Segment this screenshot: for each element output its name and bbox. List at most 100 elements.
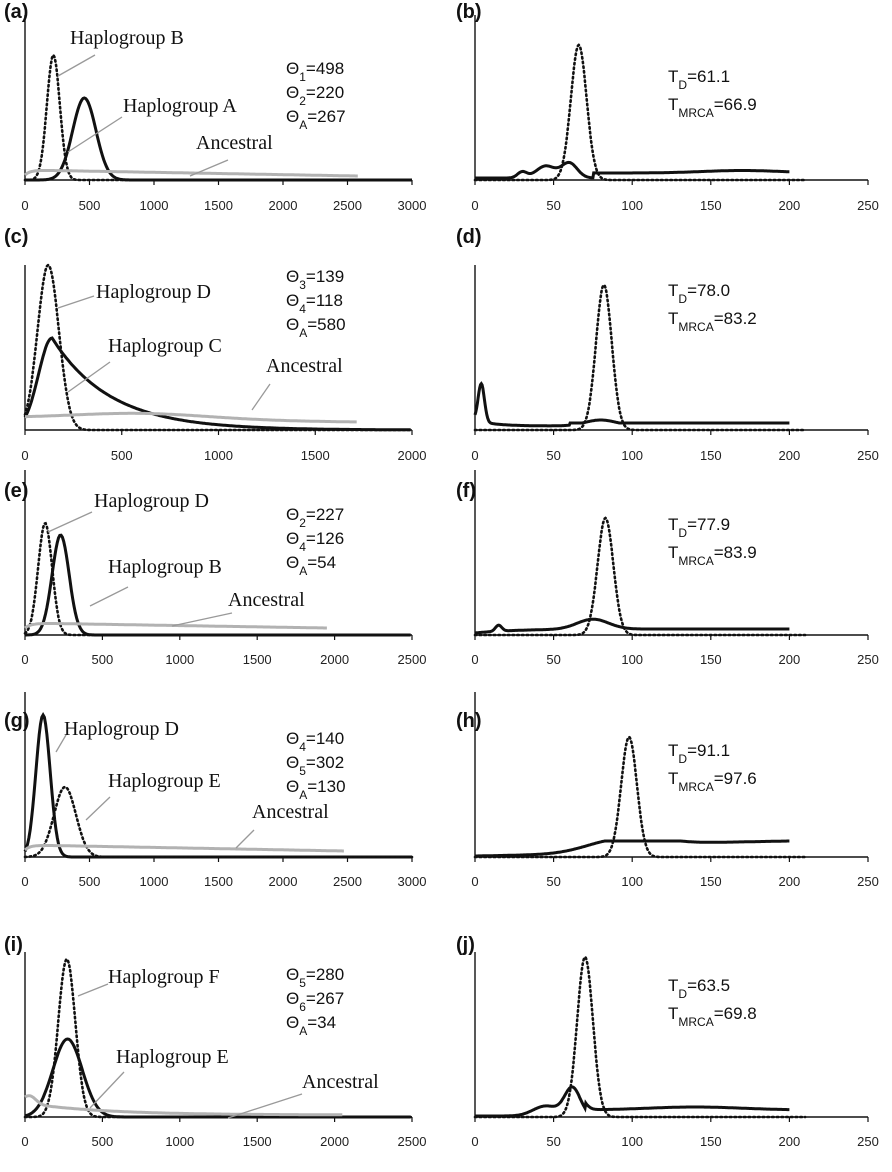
x-tick-label: 50 <box>546 652 560 667</box>
stat-label: Θ3=139 <box>286 267 344 292</box>
series-haplogroup-e <box>24 1037 411 1119</box>
x-tick-label: 50 <box>546 198 560 213</box>
stat-label: TMRCA=69.8 <box>668 1004 757 1029</box>
x-tick-label: 150 <box>700 1134 722 1149</box>
label-leader-line <box>85 796 111 821</box>
label-leader-line <box>189 159 229 177</box>
x-tick-label: 500 <box>111 448 133 463</box>
series-label: Ancestral <box>196 132 273 154</box>
series-haplogroup-b <box>23 52 414 182</box>
x-tick-label: 1500 <box>204 874 233 889</box>
stat-label: TMRCA=97.6 <box>668 769 757 794</box>
series-haplogroup-a <box>25 96 412 182</box>
series-ancestral <box>24 844 344 853</box>
x-tick-label: 0 <box>21 652 28 667</box>
stat-label: TD=63.5 <box>668 976 730 1001</box>
panel-d: (d) 0 50 100 150 200 250 TD=78.0 TMRCA=83.2 <box>456 226 879 463</box>
label-leader-line <box>89 586 129 607</box>
x-tick-label: 0 <box>471 874 478 889</box>
x-tick-label: 1500 <box>301 448 330 463</box>
x-tick-label: 250 <box>857 198 879 213</box>
x-tick-label: 1500 <box>204 198 233 213</box>
panel-b: (b) 0 50 100 150 200 250 TD=61.1 TMRCA=66.9 <box>456 1 879 213</box>
label-leader-line <box>171 612 233 627</box>
panel-letter: (d) <box>456 226 482 248</box>
x-tick-label: 200 <box>779 448 801 463</box>
x-tick-label: 0 <box>471 448 478 463</box>
x-tick-label: 2500 <box>333 198 362 213</box>
stat-label: TMRCA=66.9 <box>668 95 757 120</box>
x-tick-label: 2000 <box>320 652 349 667</box>
series-haplogroup-d <box>23 521 412 637</box>
panel-letter: (b) <box>456 1 482 23</box>
x-tick-label: 250 <box>857 448 879 463</box>
stat-label: Θ4=126 <box>286 529 344 554</box>
series-dotted-density <box>473 735 807 859</box>
label-leader-line <box>47 511 93 533</box>
panel-j: (j) 0 50 100 150 200 250 TD=63.5 TMRCA=69.8 <box>456 934 879 1149</box>
series-label: Haplogroup B <box>108 556 222 578</box>
series-ancestral <box>25 411 357 424</box>
x-tick-label: 2000 <box>269 874 298 889</box>
label-leader-line <box>251 383 271 411</box>
x-tick-label: 0 <box>471 198 478 213</box>
panel-letter: (a) <box>4 1 28 23</box>
series-haplogroup-b <box>25 533 411 637</box>
x-tick-label: 2000 <box>320 1134 349 1149</box>
stat-label: ΘA=267 <box>286 107 346 132</box>
panel-letter: (g) <box>4 710 30 732</box>
stat-label: TD=91.1 <box>668 741 730 766</box>
series-label: Ancestral <box>228 589 305 611</box>
x-tick-label: 1500 <box>243 1134 272 1149</box>
series-dotted-density <box>473 283 807 432</box>
series-label: Ancestral <box>266 355 343 377</box>
x-tick-label: 250 <box>857 1134 879 1149</box>
panel-letter: (c) <box>4 226 28 248</box>
x-tick-label: 0 <box>21 874 28 889</box>
x-tick-label: 0 <box>471 1134 478 1149</box>
series-label: Haplogroup D <box>94 490 209 512</box>
x-tick-label: 200 <box>779 1134 801 1149</box>
series-solid-density <box>473 381 790 428</box>
x-tick-label: 0 <box>21 198 28 213</box>
stat-label: Θ1=498 <box>286 59 344 84</box>
series-label: Haplogroup B <box>70 27 184 49</box>
x-tick-label: 200 <box>779 198 801 213</box>
x-tick-label: 1000 <box>204 448 233 463</box>
panel-g: (g) 0 500 1000 1500 2000 2500 3000 Haplogroup D H… <box>4 692 426 889</box>
x-tick-label: 100 <box>621 874 643 889</box>
x-tick-label: 500 <box>79 874 101 889</box>
series-ancestral <box>24 1094 343 1117</box>
x-tick-label: 100 <box>621 652 643 667</box>
stat-label: TD=78.0 <box>668 281 730 306</box>
series-label: Haplogroup C <box>108 335 222 357</box>
x-tick-label: 1500 <box>243 652 272 667</box>
label-leader-line <box>67 116 123 153</box>
x-tick-label: 50 <box>546 448 560 463</box>
stat-label: TD=77.9 <box>668 515 730 540</box>
series-label: Haplogroup F <box>108 966 220 988</box>
x-tick-label: 1000 <box>165 652 194 667</box>
stat-label: Θ6=267 <box>286 989 344 1014</box>
x-tick-label: 3000 <box>398 198 427 213</box>
x-tick-label: 500 <box>79 198 101 213</box>
stat-label: Θ4=118 <box>286 291 343 316</box>
series-label: Haplogroup D <box>96 281 211 303</box>
x-tick-label: 1000 <box>140 198 169 213</box>
panel-i: (i) 0 500 1000 1500 2000 2500 Haplogroup F Haplo… <box>4 934 426 1149</box>
x-tick-label: 500 <box>92 1134 114 1149</box>
x-tick-label: 1000 <box>165 1134 194 1149</box>
x-tick-label: 2000 <box>269 198 298 213</box>
series-solid-density <box>475 1085 790 1118</box>
label-leader-line <box>67 361 111 393</box>
panel-letter: (j) <box>456 934 475 956</box>
series-solid-density <box>474 617 790 635</box>
stat-label: Θ5=280 <box>286 965 344 990</box>
series-solid-density <box>475 839 790 858</box>
x-tick-label: 2500 <box>398 1134 427 1149</box>
label-leader-line <box>55 734 67 753</box>
panel-c: (c) 0 500 1000 1500 2000 Haplogroup D Haplogrou… <box>4 226 426 463</box>
x-tick-label: 100 <box>621 198 643 213</box>
x-tick-label: 150 <box>700 198 722 213</box>
x-tick-label: 250 <box>857 874 879 889</box>
